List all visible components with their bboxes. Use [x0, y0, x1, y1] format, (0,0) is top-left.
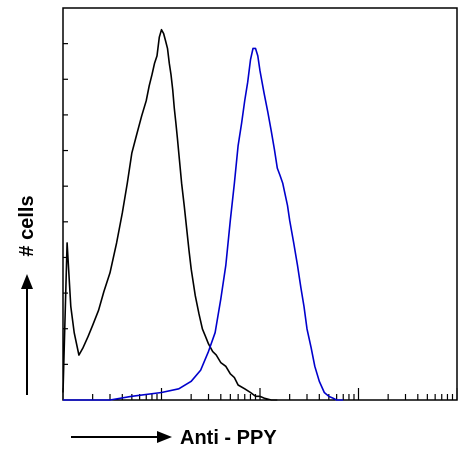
y-axis-label-group: # cells: [16, 195, 38, 395]
antibody-histogram-line: [63, 47, 344, 401]
series-layer: [62, 28, 344, 401]
x-axis-label-group: Anti - PPY: [71, 427, 277, 449]
x-axis-ticks: [62, 388, 458, 400]
y-axis-arrow-head: [21, 274, 33, 289]
y-axis-label: # cells: [16, 195, 38, 256]
control-histogram-line: [62, 28, 278, 401]
x-axis-arrow-head: [157, 431, 172, 443]
x-axis-label: Anti - PPY: [180, 427, 277, 449]
